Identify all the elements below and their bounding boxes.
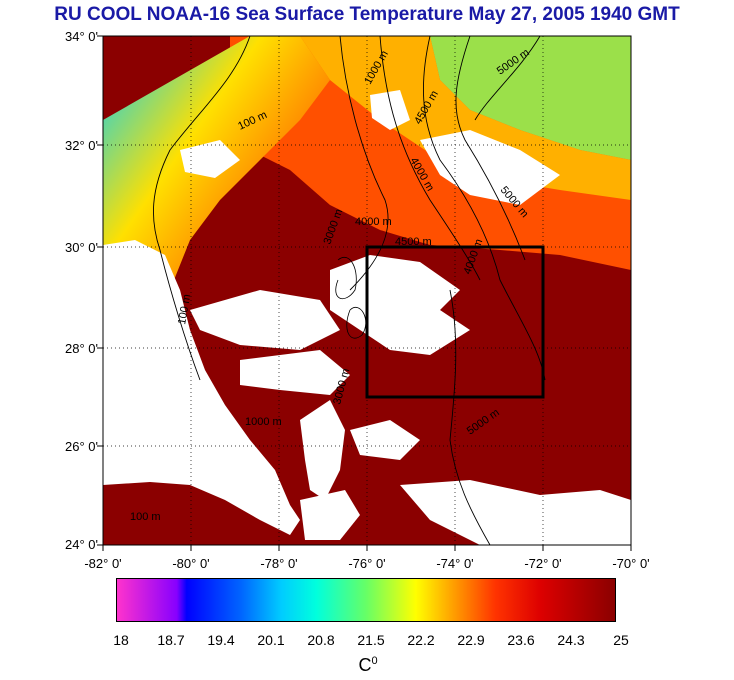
colorbar-tick-label: 19.4 xyxy=(207,632,235,648)
lat-tick-label: 30° 0' xyxy=(65,240,98,255)
lon-tick-label: -82° 0' xyxy=(84,556,122,571)
contour-1000m xyxy=(339,36,389,291)
colorbar-tick-label: 25 xyxy=(613,632,629,648)
contour-label-4000m: 4000 m xyxy=(355,216,392,228)
colorbar-tick-label: 22.2 xyxy=(407,632,435,648)
study-area-box xyxy=(365,245,545,399)
lon-tick-label: -76° 0' xyxy=(348,556,386,571)
lat-tick-label: 28° 0' xyxy=(65,341,98,356)
colorbar-tick-label: 20.1 xyxy=(257,632,285,648)
contour-label-100m: 100 m xyxy=(176,293,193,325)
cloud-cover xyxy=(370,90,410,130)
temperature-colorbar xyxy=(116,578,616,622)
lon-tick-label: -78° 0' xyxy=(260,556,298,571)
cloud-cover xyxy=(350,420,420,460)
cloud-cover xyxy=(180,140,240,178)
lon-tick-label: -74° 0' xyxy=(436,556,474,571)
unit-sup: 0 xyxy=(371,655,378,667)
colorbar-tick-label: 18 xyxy=(113,632,129,648)
contour-seamounts xyxy=(335,257,367,339)
contour-label-100m: 100 m xyxy=(130,511,161,523)
cloud-cover xyxy=(400,480,631,545)
contour-3000m xyxy=(379,36,481,281)
lon-tick-label: -72° 0' xyxy=(524,556,562,571)
lat-tick-label: 26° 0' xyxy=(65,439,98,454)
colorbar-tick-label: 20.8 xyxy=(307,632,335,648)
cloud-cover xyxy=(330,255,470,355)
map-title: RU COOL NOAA-16 Sea Surface Temperature … xyxy=(54,4,680,25)
cloud-cover xyxy=(190,290,340,350)
contour-4000m xyxy=(422,36,546,381)
lat-tick-label: 34° 0' xyxy=(65,29,98,44)
bahamas-land xyxy=(300,490,360,540)
colorbar-tick-label: 23.6 xyxy=(507,632,535,648)
florida-land xyxy=(103,240,300,535)
contour-label-4500m: 4500 m xyxy=(395,236,432,248)
lat-tick-label: 32° 0' xyxy=(65,138,98,153)
northern-green-band xyxy=(430,36,631,160)
unit-base: C xyxy=(358,655,372,675)
colorbar-tick-label: 24.3 xyxy=(557,632,585,648)
colorbar-tick-label: 21.5 xyxy=(357,632,385,648)
lat-tick-label: 24° 0' xyxy=(65,537,98,552)
contour-100m xyxy=(153,36,251,381)
northern-yellow-band xyxy=(300,36,631,200)
colorbar-unit: C0 xyxy=(338,655,398,676)
contour-4500m xyxy=(455,36,526,261)
bahamas-land xyxy=(300,400,345,500)
contour-label-1000m: 1000 m xyxy=(245,416,282,428)
colorbar-tick-label: 18.7 xyxy=(157,632,185,648)
lon-tick-label: -70° 0' xyxy=(612,556,650,571)
lon-tick-label: -80° 0' xyxy=(172,556,210,571)
cloud-cover xyxy=(240,350,350,395)
colorbar-tick-label: 22.9 xyxy=(457,632,485,648)
